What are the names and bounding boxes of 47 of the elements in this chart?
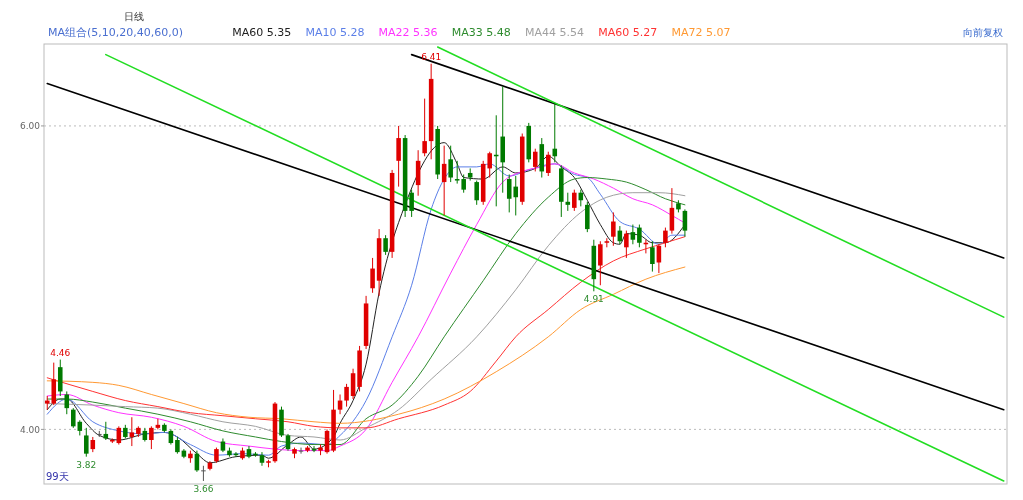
candlestick: [396, 125, 401, 188]
candlestick: [422, 98, 427, 157]
candlestick: [474, 180, 479, 206]
text: MA10 5.28: [305, 26, 365, 39]
legend-title: MA组合(5,10,20,40,60,0): [48, 26, 184, 39]
annotation: 4.46: [50, 347, 71, 358]
candlestick: [149, 425, 154, 450]
candlestick: [409, 189, 414, 218]
candlestick: [311, 445, 317, 453]
candlestick: [454, 160, 460, 185]
text: MA33 5.48: [451, 26, 511, 39]
y-tick-label: 6.00: [19, 121, 41, 132]
candlestick: [572, 189, 577, 212]
candlestick: [344, 383, 349, 408]
line-series: [46, 266, 686, 424]
candlestick: [129, 416, 135, 447]
candlestick: [663, 227, 668, 248]
candlestick: [71, 407, 76, 429]
candlestick: [546, 151, 551, 177]
candlestick: [630, 224, 636, 245]
text: MA44 5.54: [525, 26, 585, 39]
text: MA72 5.07: [671, 26, 731, 39]
text: MA60 5.35: [232, 26, 292, 39]
y-tick-label: 4.00: [19, 424, 41, 435]
candlestick: [598, 240, 603, 286]
annotation: 3.82: [76, 459, 97, 470]
candlestick: [650, 240, 655, 273]
text: MA60 5.27: [598, 26, 658, 39]
candlestick: [64, 390, 70, 415]
candlestick: [624, 230, 629, 259]
text: 日线: [124, 11, 144, 22]
candlestick: [448, 145, 453, 183]
text: MA22 5.36: [378, 26, 438, 39]
annotation: 99天: [46, 471, 69, 482]
candlestick: [487, 151, 492, 179]
annotation: 6.41: [421, 51, 442, 62]
candlestick: [383, 234, 388, 256]
annotation: 3.66: [193, 483, 214, 494]
candlestick: [84, 427, 89, 458]
candlestick: [637, 224, 642, 248]
candlestick: [611, 211, 616, 247]
candlestick: [201, 465, 206, 482]
annotation: 4.91: [583, 294, 604, 305]
candlestick: [370, 257, 375, 294]
candlestick: [461, 173, 466, 194]
candlestick: [532, 148, 538, 172]
text: 向前复权: [963, 27, 1003, 38]
